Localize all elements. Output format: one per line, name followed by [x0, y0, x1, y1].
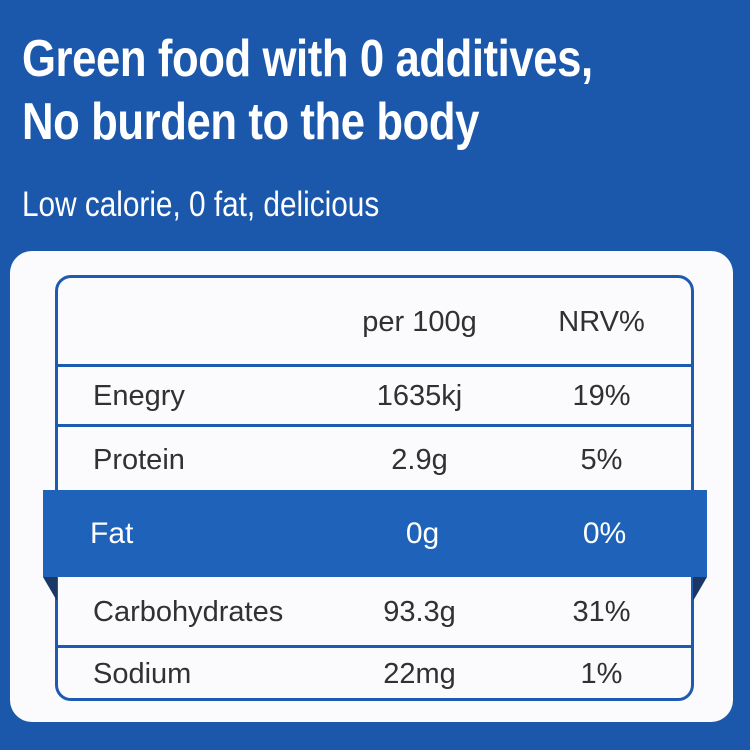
column-header-nrv: NRV% — [558, 305, 645, 338]
row-divider — [58, 645, 691, 648]
table-row-carbohydrates: Carbohydrates 93.3g 31% — [58, 580, 691, 645]
column-header-per-100g: per 100g — [362, 305, 477, 338]
row-divider — [58, 424, 691, 427]
row-value: 0g — [405, 516, 440, 550]
row-nrv: 1% — [580, 658, 623, 690]
headline-line-2: No burden to the body — [22, 93, 480, 151]
row-label: Carbohydrates — [93, 596, 284, 628]
row-value: 22mg — [383, 658, 456, 690]
row-label: Sodium — [93, 658, 192, 690]
headline: Green food with 0 additives, No burden t… — [22, 28, 593, 154]
row-label: Fat — [90, 516, 134, 550]
table-row-sodium: Sodium 22mg 1% — [58, 648, 691, 701]
subtitle: Low calorie, 0 fat, delicious — [22, 185, 380, 224]
table-row-protein: Protein 2.9g 5% — [58, 427, 691, 493]
table-row-fat-ribbon: Fat 0g 0% — [43, 490, 707, 577]
row-nrv: 5% — [580, 443, 623, 476]
nutrition-table: per 100g NRV% Enegry 1635kj 19% Protein … — [55, 275, 694, 701]
row-label: Enegry — [93, 379, 185, 412]
row-value: 93.3g — [383, 596, 456, 628]
row-nrv: 0% — [582, 516, 627, 550]
row-nrv: 19% — [572, 379, 631, 412]
row-label: Protein — [93, 443, 185, 476]
headline-line-1: Green food with 0 additives, — [22, 30, 593, 88]
row-nrv: 31% — [572, 596, 631, 628]
row-value: 1635kj — [376, 379, 463, 412]
nutrition-panel — [10, 251, 733, 722]
row-divider — [58, 364, 691, 367]
row-value: 2.9g — [391, 443, 448, 476]
table-row-energy: Enegry 1635kj 19% — [58, 367, 691, 425]
table-header-row: per 100g NRV% — [58, 278, 691, 366]
